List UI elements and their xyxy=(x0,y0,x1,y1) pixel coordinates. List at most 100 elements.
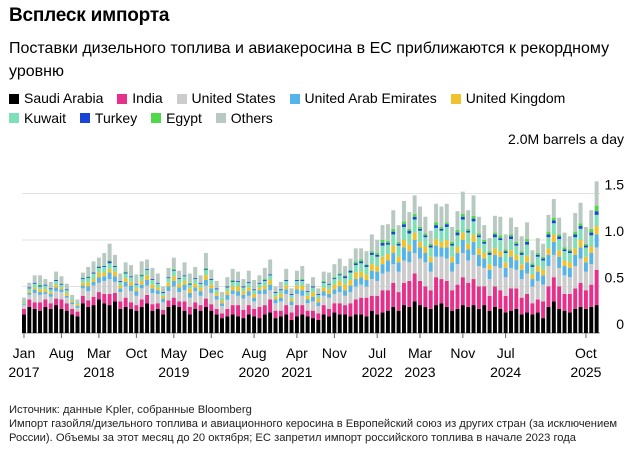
bar-segment xyxy=(407,251,412,263)
bar-segment xyxy=(166,267,171,278)
bar-segment xyxy=(48,292,53,294)
bar-segment xyxy=(401,305,406,333)
bar-segment xyxy=(268,259,273,275)
bar-segment xyxy=(305,310,310,317)
bar-segment xyxy=(284,285,289,290)
bar-segment xyxy=(246,314,251,333)
bar-segment xyxy=(32,302,37,309)
bar-segment xyxy=(567,277,572,294)
bar-segment xyxy=(294,305,299,317)
bar-segment xyxy=(594,226,599,235)
legend-swatch xyxy=(176,93,187,104)
bar-segment xyxy=(439,303,444,333)
bar-segment xyxy=(177,301,182,307)
legend-label: United States xyxy=(191,90,276,106)
bar-segment xyxy=(166,286,171,292)
bar-segment xyxy=(519,279,524,298)
bar-segment xyxy=(450,290,455,311)
bar-segment xyxy=(86,286,91,292)
bar-segment xyxy=(54,291,59,299)
bar-segment xyxy=(161,298,166,303)
bar-segment xyxy=(487,254,492,265)
bar-segment xyxy=(482,253,487,259)
bar-segment xyxy=(573,231,578,235)
bar-segment xyxy=(139,275,144,277)
bar-segment xyxy=(241,318,246,333)
bar-segment xyxy=(209,293,214,305)
bar-segment xyxy=(434,225,439,228)
bar-segment xyxy=(557,267,562,287)
bar-segment xyxy=(64,303,69,311)
bar-segment xyxy=(246,287,251,292)
bar-segment xyxy=(551,301,556,333)
bar-segment xyxy=(166,278,171,283)
bar-segment xyxy=(567,249,572,252)
bar-segment xyxy=(75,306,80,308)
bar-segment xyxy=(428,230,433,244)
bar-segment xyxy=(236,295,241,306)
bar-segment xyxy=(262,305,267,315)
bar-segment xyxy=(455,229,460,233)
x-tick-label: Dec xyxy=(199,345,224,361)
bar-segment xyxy=(562,260,567,267)
bar-segment xyxy=(273,296,278,300)
bar-segment xyxy=(273,318,278,333)
bar-segment xyxy=(150,284,155,289)
bar-segment xyxy=(589,253,594,265)
x-tick-year-label: 2023 xyxy=(404,364,435,380)
bar-segment xyxy=(327,289,332,294)
bar-segment xyxy=(75,304,80,307)
bar-segment xyxy=(193,283,198,288)
bar-segment xyxy=(385,271,390,291)
bar-segment xyxy=(337,274,342,276)
bar-segment xyxy=(305,303,310,311)
bar-segment xyxy=(43,285,48,290)
bar-segment xyxy=(241,291,246,295)
bar-segment xyxy=(145,285,150,295)
bar-segment xyxy=(43,284,48,286)
bar-segment xyxy=(155,293,160,304)
bar-segment xyxy=(471,215,476,219)
legend-item-kuwait: Kuwait xyxy=(9,109,66,128)
y-tick-label: 0 xyxy=(616,316,624,332)
legend-swatch xyxy=(9,113,19,123)
bar-segment xyxy=(294,270,299,280)
bar-segment xyxy=(284,279,289,281)
source-note: Источник: данные Kpler, собранные Bloomb… xyxy=(9,404,252,416)
bar-segment xyxy=(583,262,588,272)
legend-item-united-kingdom: United Kingdom xyxy=(450,89,565,108)
bar-segment xyxy=(252,293,257,298)
bar-segment xyxy=(182,301,187,311)
bar-segment xyxy=(187,306,192,315)
bar-segment xyxy=(22,304,26,306)
bar-segment xyxy=(594,247,599,270)
bar-segment xyxy=(220,318,224,333)
bar-segment xyxy=(27,299,32,307)
bar-segment xyxy=(225,287,230,292)
bar-segment xyxy=(300,266,305,280)
bar-segment xyxy=(573,234,578,238)
bar-segment xyxy=(203,285,208,299)
bar-segment xyxy=(134,283,139,285)
bar-segment xyxy=(139,306,144,333)
bar-segment xyxy=(476,308,481,333)
bar-segment xyxy=(129,276,133,278)
bar-segment xyxy=(332,264,337,278)
y-axis-labels: 0 0.5 1.0 1.5 xyxy=(605,177,625,333)
bar-segment xyxy=(187,293,192,298)
bar-segment xyxy=(412,301,417,333)
bar-segment xyxy=(487,295,492,311)
bar-segment xyxy=(546,306,551,333)
bar-segment xyxy=(38,289,43,293)
bar-segment xyxy=(455,232,460,236)
bar-segment xyxy=(107,279,112,294)
bar-segment xyxy=(102,276,107,281)
bar-segment xyxy=(412,273,417,302)
bar-segment xyxy=(514,226,519,242)
bar-segment xyxy=(562,251,567,261)
bar-segment xyxy=(220,313,224,319)
legend-swatch xyxy=(151,113,162,123)
bar-segment xyxy=(364,286,369,298)
bar-segment xyxy=(236,271,241,281)
bar-segment xyxy=(343,295,348,306)
